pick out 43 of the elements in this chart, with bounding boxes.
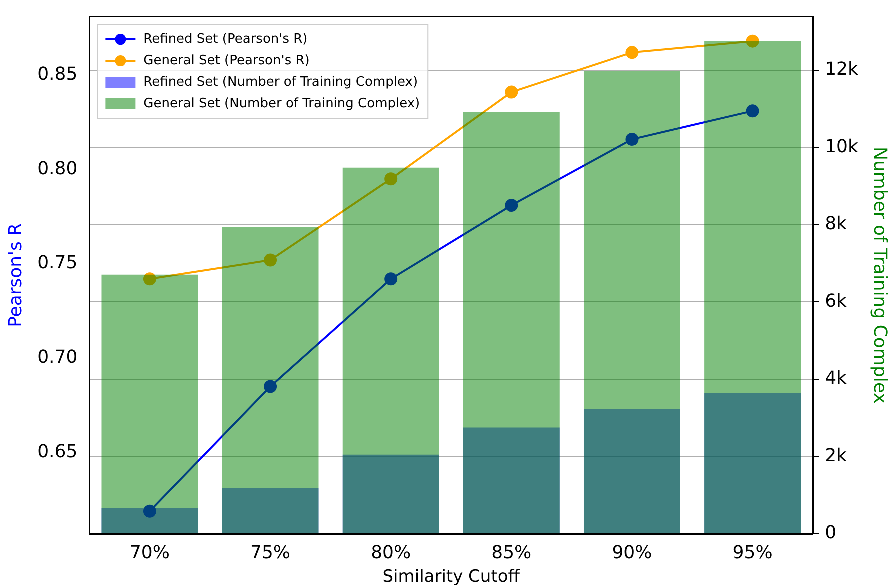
point xyxy=(143,504,156,518)
point xyxy=(384,172,398,186)
y-tick-label: 0.65 xyxy=(38,442,78,463)
bar xyxy=(704,42,802,534)
legend-label: General Set (Number of Training Complex) xyxy=(144,96,420,112)
point xyxy=(505,86,518,99)
y2-tick-label: 8k xyxy=(825,214,848,235)
point xyxy=(264,380,278,394)
bar xyxy=(584,71,680,534)
y-tick-label: 0.75 xyxy=(38,252,78,274)
bar xyxy=(463,112,560,534)
y-tick-label: 0.80 xyxy=(38,158,78,180)
point xyxy=(626,46,639,60)
legend-label: General Set (Pearson's R) xyxy=(144,53,310,68)
y2-tick-label: 2k xyxy=(825,445,848,466)
point xyxy=(746,104,760,118)
bar xyxy=(342,168,440,534)
x-tick-label: 70% xyxy=(130,542,170,564)
x-tick-label: 85% xyxy=(492,542,532,564)
point xyxy=(746,34,760,48)
x-axis-title: Similarity Cutoff xyxy=(382,567,522,588)
y2-tick-label: 0 xyxy=(825,522,837,544)
y2-axis-title: Number of Training Complex xyxy=(870,146,891,404)
y2-tick-label: 10k xyxy=(825,136,859,158)
y2-tick-label: 6k xyxy=(825,290,848,312)
point xyxy=(505,199,518,212)
x-tick-label: 90% xyxy=(612,542,652,564)
legend-label: Refined Set (Pearson's R) xyxy=(144,32,308,47)
y2-tick-label: 4k xyxy=(825,368,848,390)
x-tick-label: 95% xyxy=(732,542,773,564)
bar xyxy=(102,274,198,534)
x-tick-label: 75% xyxy=(250,542,291,564)
bar xyxy=(222,227,319,534)
x-tick-label: 80% xyxy=(371,542,412,564)
y-axis-title: Pearson's R xyxy=(5,223,26,328)
y-tick-label: 0.70 xyxy=(38,347,78,368)
y2-tick-label: 12k xyxy=(825,59,859,80)
point xyxy=(626,132,639,146)
legend-label: Refined Set (Number of Training Complex) xyxy=(144,74,418,90)
point xyxy=(264,254,278,267)
point xyxy=(384,272,398,286)
point xyxy=(143,272,156,286)
y-tick-label: 0.85 xyxy=(38,64,78,85)
